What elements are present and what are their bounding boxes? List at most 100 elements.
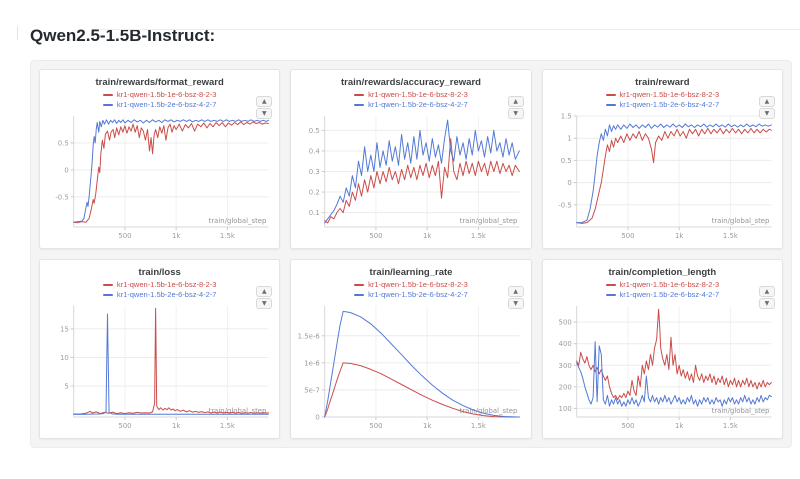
legend-item: kr1-qwen-1.5b-2e-6-bsz-4-2-7 [354,290,468,299]
svg-text:0.1: 0.1 [309,209,320,217]
svg-text:500: 500 [370,232,383,240]
panel-scroll-up-button[interactable]: ▲ [256,286,273,297]
svg-text:train/global_step: train/global_step [209,407,267,415]
chart-panel[interactable]: train/learning_rate kr1-qwen-1.5b-1e-6-b… [290,259,532,439]
chart-panel[interactable]: train/rewards/accuracy_reward kr1-qwen-1… [290,69,532,249]
svg-text:1k: 1k [172,422,180,430]
panel-scroll-up-button[interactable]: ▲ [256,96,273,107]
chart-panel[interactable]: train/completion_length kr1-qwen-1.5b-1e… [541,259,783,439]
chart-title: train/completion_length [608,267,717,278]
chart-title: train/reward [635,77,690,88]
legend-item: kr1-qwen-1.5b-2e-6-bsz-4-2-7 [102,290,217,299]
legend-line-swatch [102,283,113,286]
svg-text:train/global_step: train/global_step [711,217,769,225]
legend-run-name: kr1-qwen-1.5b-1e-6-bsz-8-2-3 [619,280,720,289]
legend-run-name: kr1-qwen-1.5b-2e-6-bsz-4-2-7 [619,100,720,109]
svg-text:-0.5: -0.5 [55,193,68,201]
svg-text:1k: 1k [675,422,683,430]
legend-run-name: kr1-qwen-1.5b-2e-6-bsz-4-2-7 [368,100,468,109]
legend-run-name: kr1-qwen-1.5b-1e-6-bsz-8-2-3 [116,280,217,289]
svg-text:0: 0 [567,179,571,187]
legend-line-swatch [605,93,616,96]
panel-scroll-down-button[interactable]: ▼ [758,298,775,309]
panel-scroll-down-button[interactable]: ▼ [256,108,273,119]
svg-text:10: 10 [60,354,69,362]
panel-scroll-up-button[interactable]: ▲ [758,96,775,107]
panel-stepper: ▲ ▼ [758,286,775,309]
svg-text:0.2: 0.2 [309,189,320,197]
panels-board: train/rewards/format_reward kr1-qwen-1.5… [30,60,792,448]
chart-plot-area[interactable]: 500 1k 1.5k 15 10 5 train/global_step [46,301,273,433]
legend-item: kr1-qwen-1.5b-1e-6-bsz-8-2-3 [605,90,720,99]
panel-stepper: ▲ ▼ [507,286,524,309]
svg-text:1k: 1k [675,232,683,240]
legend-item: kr1-qwen-1.5b-1e-6-bsz-8-2-3 [354,280,468,289]
legend-line-swatch [354,283,365,286]
svg-text:200: 200 [558,383,571,391]
legend-item: kr1-qwen-1.5b-1e-6-bsz-8-2-3 [102,90,216,99]
svg-text:0: 0 [64,166,68,174]
svg-text:500: 500 [370,422,383,430]
legend-item: kr1-qwen-1.5b-2e-6-bsz-4-2-7 [354,100,468,109]
chart-legend: kr1-qwen-1.5b-1e-6-bsz-8-2-3 kr1-qwen-1.5… [46,90,273,109]
legend-run-name: kr1-qwen-1.5b-2e-6-bsz-4-2-7 [368,290,468,299]
svg-text:1e-6: 1e-6 [305,359,321,367]
panel-scroll-up-button[interactable]: ▲ [507,286,524,297]
svg-text:0.5: 0.5 [58,139,69,147]
svg-text:15: 15 [60,325,69,333]
panel-stepper: ▲ ▼ [507,96,524,119]
svg-text:1: 1 [567,135,571,143]
chart-plot-area[interactable]: 500 1k 1.5k 1.5 1 0.5 0 -0.5 train/global_step [549,111,776,243]
chart-plot-area[interactable]: 500 1k 1.5k 0.5 0 -0.5 train/global_step [46,111,273,243]
cell-divider-horizontal [100,29,800,30]
legend-run-name: kr1-qwen-1.5b-1e-6-bsz-8-2-3 [368,90,468,99]
chart-panel[interactable]: train/reward kr1-qwen-1.5b-1e-6-bsz-8-2-… [541,69,783,249]
svg-text:0.5: 0.5 [560,157,571,165]
svg-text:train/global_step: train/global_step [460,217,518,225]
svg-text:400: 400 [558,340,571,348]
chart-legend: kr1-qwen-1.5b-1e-6-bsz-8-2-3 kr1-qwen-1.5… [46,280,273,299]
svg-text:1.5k: 1.5k [471,232,486,240]
chart-plot-area[interactable]: 500 1k 1.5k 0.5 0.4 0.3 0.2 0.1 train/global_ste… [297,111,524,243]
chart-panel[interactable]: train/rewards/format_reward kr1-qwen-1.5… [39,69,281,249]
chart-legend: kr1-qwen-1.5b-1e-6-bsz-8-2-3 kr1-qwen-1.5… [549,280,776,299]
panel-scroll-up-button[interactable]: ▲ [758,286,775,297]
svg-text:1.5k: 1.5k [220,422,235,430]
svg-text:500: 500 [621,422,634,430]
panel-stepper: ▲ ▼ [256,96,273,119]
legend-line-swatch [102,293,113,296]
legend-item: kr1-qwen-1.5b-1e-6-bsz-8-2-3 [605,280,720,289]
legend-run-name: kr1-qwen-1.5b-1e-6-bsz-8-2-3 [619,90,720,99]
chart-plot-area[interactable]: 500 1k 1.5k 500 400 300 200 100 train/global_ste… [549,301,776,433]
panel-scroll-down-button[interactable]: ▼ [758,108,775,119]
panel-scroll-up-button[interactable]: ▲ [507,96,524,107]
chart-panel[interactable]: train/loss kr1-qwen-1.5b-1e-6-bsz-8-2-3 k… [39,259,281,439]
svg-text:500: 500 [118,422,131,430]
svg-text:500: 500 [118,232,131,240]
svg-text:1.5k: 1.5k [723,422,738,430]
legend-run-name: kr1-qwen-1.5b-2e-6-bsz-4-2-7 [116,290,217,299]
chart-legend: kr1-qwen-1.5b-1e-6-bsz-8-2-3 kr1-qwen-1.5… [549,90,776,109]
svg-text:1.5: 1.5 [560,112,571,120]
legend-line-swatch [605,283,616,286]
panel-stepper: ▲ ▼ [758,96,775,119]
page-title: Qwen2.5-1.5B-Instruct: [30,26,216,45]
legend-run-name: kr1-qwen-1.5b-2e-6-bsz-4-2-7 [619,290,720,299]
panel-scroll-down-button[interactable]: ▼ [507,108,524,119]
svg-text:0: 0 [316,413,320,421]
svg-text:1k: 1k [423,422,431,430]
legend-run-name: kr1-qwen-1.5b-1e-6-bsz-8-2-3 [368,280,468,289]
svg-text:1k: 1k [423,232,431,240]
page: Qwen2.5-1.5B-Instruct: train/rewards/for… [0,26,800,479]
panel-stepper: ▲ ▼ [256,286,273,309]
chart-plot-area[interactable]: 500 1k 1.5k 1.5e-6 1e-6 5e-7 0 train/global_ste… [297,301,524,433]
legend-item: kr1-qwen-1.5b-1e-6-bsz-8-2-3 [102,280,217,289]
svg-text:1.5k: 1.5k [220,232,235,240]
panel-scroll-down-button[interactable]: ▼ [256,298,273,309]
legend-line-swatch [102,103,113,106]
legend-run-name: kr1-qwen-1.5b-2e-6-bsz-4-2-7 [116,100,217,109]
chart-title: train/rewards/accuracy_reward [341,77,481,88]
panel-scroll-down-button[interactable]: ▼ [507,298,524,309]
legend-item: kr1-qwen-1.5b-2e-6-bsz-4-2-7 [605,290,720,299]
legend-item: kr1-qwen-1.5b-2e-6-bsz-4-2-7 [605,100,720,109]
